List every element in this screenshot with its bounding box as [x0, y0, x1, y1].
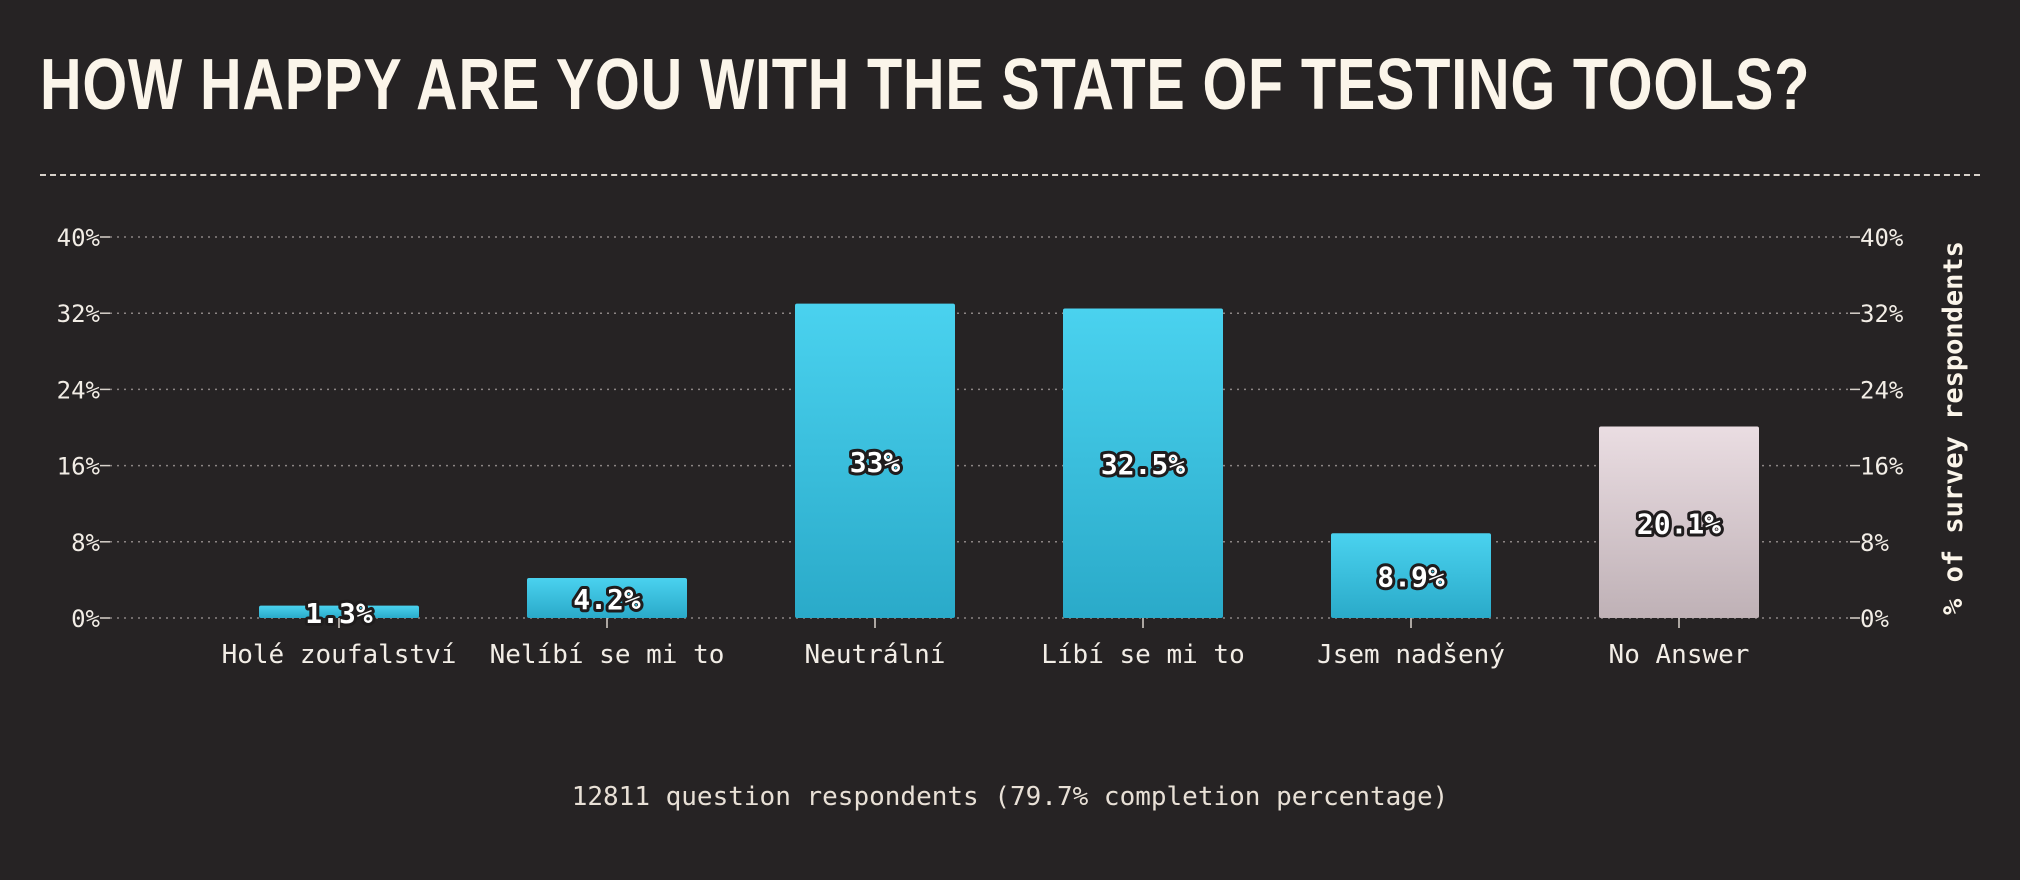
bars: 1.3% 4.2%33% 32.5%8.9%20.1% [259, 303, 1759, 633]
y-tick-label-right: 8% [1860, 529, 1889, 557]
bar-value-label: 4.2% [573, 583, 641, 616]
y-axis-right: 0% 8% 16% 24% 32% 40% [1850, 224, 1904, 633]
y-tick-label-left: 24% [57, 376, 101, 404]
y-tick-label-left: 0% [71, 605, 100, 633]
bar-value-label: 20.1% [1637, 507, 1721, 540]
x-tick-label: Nelíbí se mi to [490, 640, 725, 670]
bar-value-label: 33% [850, 446, 901, 479]
y-tick-label-left: 8% [71, 529, 100, 557]
page-title: HOW HAPPY ARE YOU WITH THE STATE OF TEST… [40, 45, 1811, 125]
y-tick-label-left: 16% [57, 453, 101, 481]
respondents-note: 12811 question respondents (79.7% comple… [571, 782, 1449, 812]
gridlines [110, 236, 1850, 619]
y-tick-label-left: 32% [57, 300, 101, 328]
bar-value-label: 32.5% [1101, 448, 1185, 481]
y-tick-label-right: 40% [1860, 224, 1904, 252]
x-axis: Holé zoufalství Nelíbí se mi to Neutrální L… [222, 618, 1750, 670]
bar-5 [1331, 533, 1491, 618]
x-tick-label: No Answer [1609, 640, 1750, 670]
y-tick-label-right: 32% [1860, 300, 1904, 328]
x-tick-label: Jsem nadšený [1317, 640, 1505, 670]
y-tick-label-right: 24% [1860, 376, 1904, 404]
x-tick-label: Holé zoufalství [222, 640, 457, 670]
bar-4 [1063, 308, 1223, 618]
bar-value-label: 8.9% [1377, 561, 1445, 594]
bar-2 [527, 577, 687, 618]
x-tick-label: Líbí se mi to [1041, 640, 1245, 670]
bar-6 [1599, 426, 1759, 618]
y-tick-label-left: 40% [57, 224, 101, 252]
y-axis-left: 0% 8% 16% 24% 32% 40% [57, 224, 110, 633]
bar-3 [795, 303, 955, 618]
y-tick-label-right: 0% [1860, 605, 1889, 633]
y-tick-label-right: 16% [1860, 453, 1904, 481]
y-axis-title: % of survey respondents [1938, 241, 1969, 615]
title-divider [40, 174, 1980, 176]
bar-1 [259, 605, 419, 618]
x-tick-label: Neutrální [805, 640, 946, 670]
